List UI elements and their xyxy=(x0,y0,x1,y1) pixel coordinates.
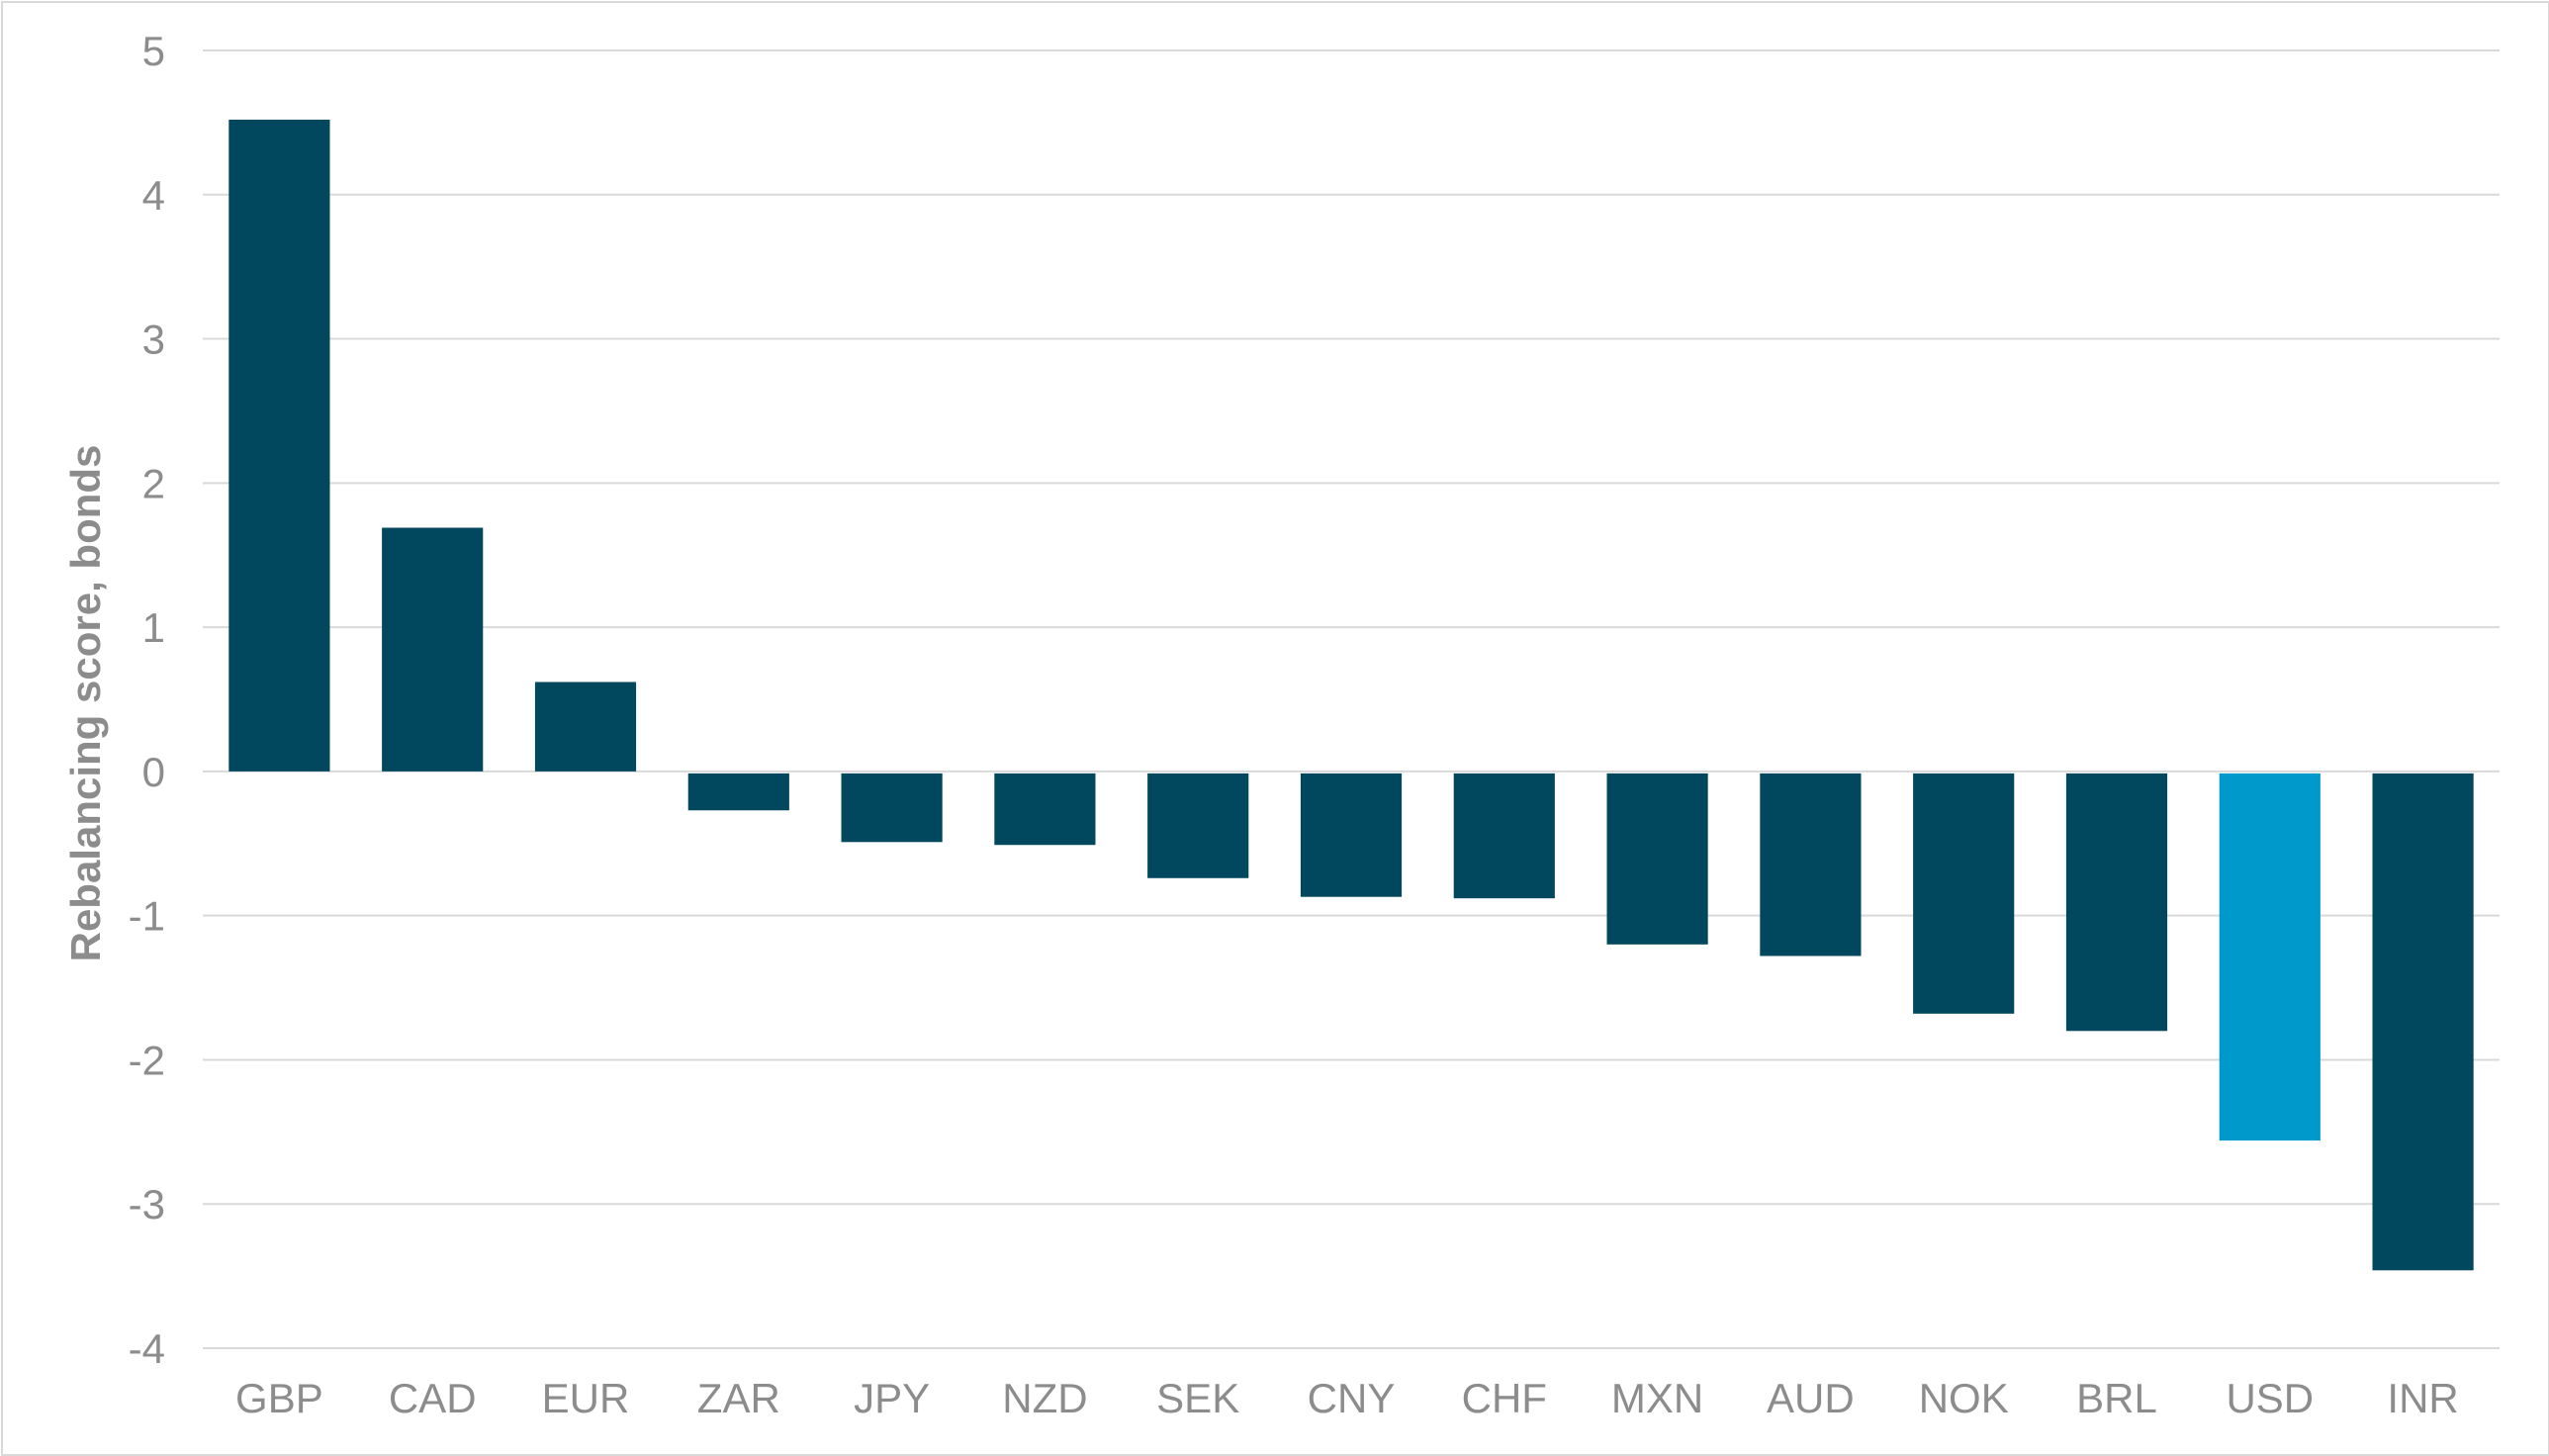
y-tick-label: 1 xyxy=(142,604,165,651)
y-axis-ticks: 5 4 3 2 1 0 -1 -2 -3 -4 xyxy=(129,28,165,1372)
y-tick-label: 2 xyxy=(142,460,165,506)
y-tick-label: -4 xyxy=(129,1325,165,1372)
x-tick-label-aud: AUD xyxy=(1767,1375,1855,1421)
x-tick-label-jpy: JPY xyxy=(854,1375,930,1421)
bar-zar xyxy=(687,773,789,811)
y-tick-label: 0 xyxy=(142,749,165,795)
x-axis-ticks: GBP CAD EUR ZAR JPY NZD SEK CNY CHF MXN AUD NOK BRL U… xyxy=(235,1375,2459,1421)
bar-cad xyxy=(382,527,484,772)
x-tick-label-mxn: MXN xyxy=(1611,1375,1703,1421)
x-tick-label-nok: NOK xyxy=(1919,1375,2009,1421)
bar-eur xyxy=(534,682,637,772)
y-tick-label: -1 xyxy=(129,893,165,940)
bar-cny xyxy=(1300,773,1403,897)
bar-chart: 5 4 3 2 1 0 -1 -2 -3 -4 GBP CAD EUR ZAR JPY NZD SEK CNY C… xyxy=(62,28,2500,1421)
bar-brl xyxy=(2065,773,2168,1032)
x-tick-label-eur: EUR xyxy=(542,1375,630,1421)
x-tick-label-sek: SEK xyxy=(1156,1375,1239,1421)
bar-usd xyxy=(2219,773,2321,1141)
bar-chf xyxy=(1453,773,1555,899)
y-tick-label: -3 xyxy=(129,1181,165,1228)
bar-aud xyxy=(1760,773,1862,956)
x-tick-label-usd: USD xyxy=(2226,1375,2314,1421)
y-tick-label: -2 xyxy=(129,1037,165,1083)
gridlines xyxy=(203,49,2500,1349)
bar-gbp xyxy=(228,119,330,772)
y-tick-label: 5 xyxy=(142,28,165,74)
x-tick-label-chf: CHF xyxy=(1462,1375,1547,1421)
x-tick-label-cad: CAD xyxy=(389,1375,477,1421)
x-tick-label-brl: BRL xyxy=(2076,1375,2157,1421)
x-tick-label-nzd: NZD xyxy=(1002,1375,1087,1421)
x-tick-label-inr: INR xyxy=(2387,1375,2458,1421)
x-tick-label-zar: ZAR xyxy=(697,1375,780,1421)
y-tick-label: 3 xyxy=(142,317,165,363)
bar-sek xyxy=(1147,773,1249,878)
bar-inr xyxy=(2372,773,2474,1271)
y-tick-label: 4 xyxy=(142,172,165,219)
x-tick-label-gbp: GBP xyxy=(235,1375,323,1421)
bar-jpy xyxy=(841,773,943,843)
bars xyxy=(228,119,2474,1271)
bar-nok xyxy=(1913,773,2015,1014)
x-tick-label-cny: CNY xyxy=(1308,1375,1396,1421)
bar-mxn xyxy=(1606,773,1708,945)
y-axis-title: Rebalancing score, bonds xyxy=(62,445,109,962)
bar-nzd xyxy=(994,773,1096,846)
